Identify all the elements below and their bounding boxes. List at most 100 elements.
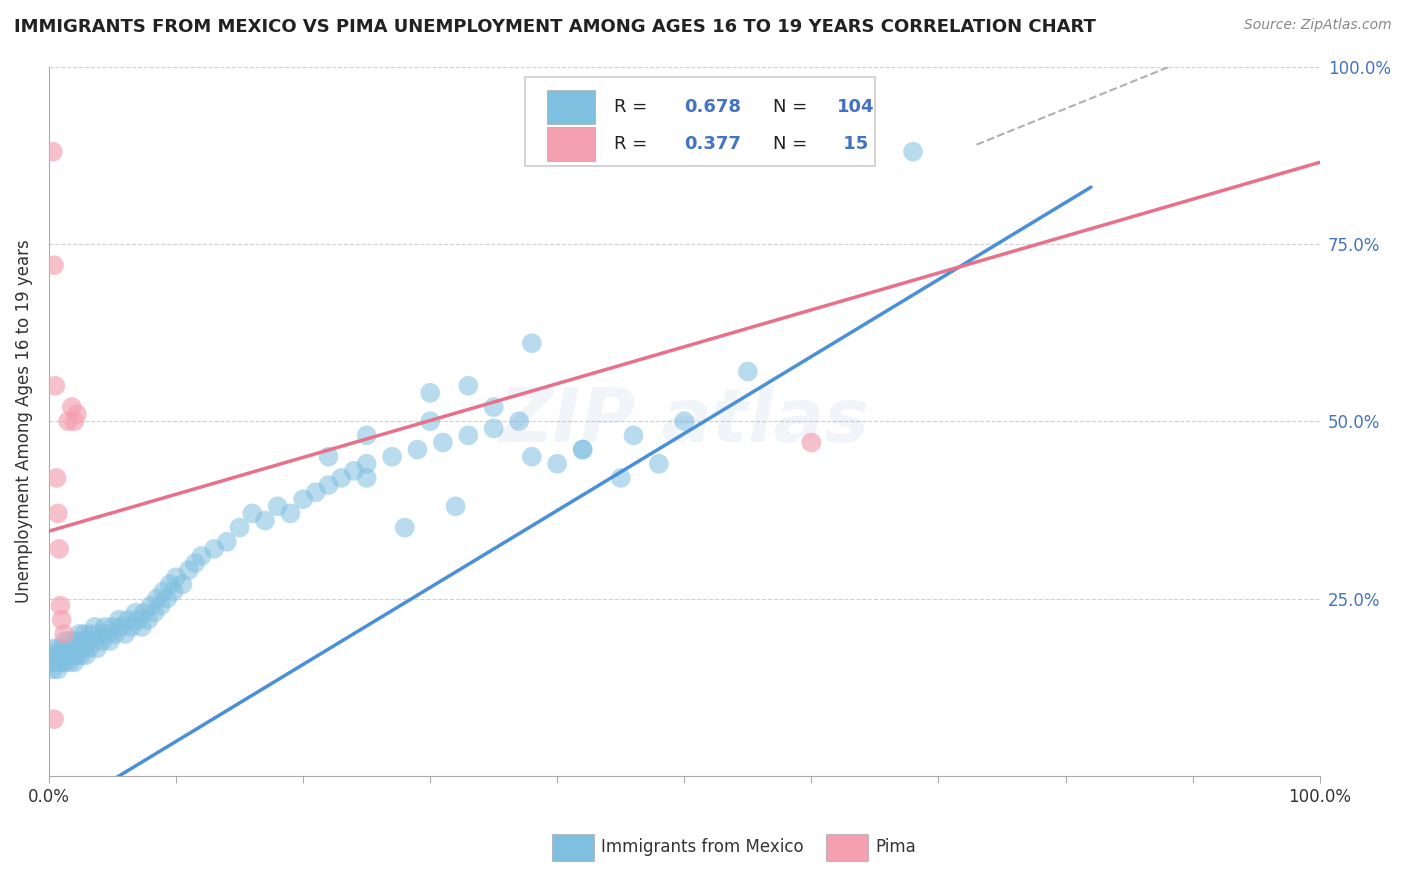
Point: [72, 641, 94, 656]
Point: [162, 584, 184, 599]
Point: [394, 520, 416, 534]
Point: [58, 656, 80, 670]
Point: [48, 541, 70, 556]
Point: [82, 634, 104, 648]
Point: [59, 634, 82, 648]
Point: [55, 634, 77, 648]
Point: [318, 450, 340, 464]
Point: [42, 258, 65, 272]
Point: [69, 627, 91, 641]
Point: [96, 627, 118, 641]
Point: [520, 450, 543, 464]
Point: [177, 563, 200, 577]
Text: 0.678: 0.678: [685, 98, 741, 116]
Point: [44, 378, 66, 392]
Point: [520, 336, 543, 351]
Text: IMMIGRANTS FROM MEXICO VS PIMA UNEMPLOYMENT AMONG AGES 16 TO 19 YEARS CORRELATIO: IMMIGRANTS FROM MEXICO VS PIMA UNEMPLOYM…: [14, 18, 1095, 36]
Point: [42, 648, 65, 663]
Point: [172, 577, 194, 591]
Point: [356, 457, 378, 471]
Point: [75, 648, 97, 663]
Point: [673, 414, 696, 428]
Point: [146, 591, 169, 606]
Point: [46, 507, 69, 521]
Point: [215, 534, 238, 549]
Point: [89, 627, 111, 641]
Point: [432, 435, 454, 450]
Text: Immigrants from Mexico: Immigrants from Mexico: [602, 838, 804, 856]
Text: 0.377: 0.377: [685, 136, 741, 153]
Point: [44, 641, 66, 656]
Point: [343, 464, 366, 478]
Point: [134, 606, 156, 620]
Point: [143, 606, 166, 620]
Text: N =: N =: [773, 98, 813, 116]
Point: [49, 599, 72, 613]
Point: [45, 648, 67, 663]
Point: [63, 656, 86, 670]
Text: 104: 104: [837, 98, 875, 116]
Point: [139, 599, 162, 613]
Point: [546, 457, 568, 471]
FancyBboxPatch shape: [547, 90, 595, 124]
FancyBboxPatch shape: [526, 78, 875, 166]
Point: [63, 414, 86, 428]
Point: [508, 414, 530, 428]
Point: [49, 656, 72, 670]
Point: [149, 599, 172, 613]
FancyBboxPatch shape: [547, 128, 595, 161]
Point: [45, 471, 67, 485]
Point: [108, 613, 131, 627]
Point: [65, 634, 87, 648]
Point: [482, 400, 505, 414]
Point: [53, 656, 76, 670]
Point: [41, 656, 63, 670]
Text: 15: 15: [837, 136, 868, 153]
Point: [482, 421, 505, 435]
Point: [159, 577, 181, 591]
Point: [648, 457, 671, 471]
Point: [156, 591, 179, 606]
Point: [56, 414, 79, 428]
Y-axis label: Unemployment Among Ages 16 to 19 years: Unemployment Among Ages 16 to 19 years: [15, 239, 32, 603]
Point: [127, 613, 149, 627]
Point: [60, 400, 83, 414]
Text: Source: ZipAtlas.com: Source: ZipAtlas.com: [1244, 18, 1392, 32]
Point: [98, 634, 121, 648]
Point: [240, 507, 263, 521]
Point: [76, 634, 98, 648]
Point: [42, 712, 65, 726]
Point: [110, 620, 132, 634]
Point: [66, 407, 89, 421]
Point: [152, 584, 174, 599]
Text: R =: R =: [614, 136, 654, 153]
Point: [610, 471, 633, 485]
Point: [52, 641, 75, 656]
Point: [46, 663, 69, 677]
Text: N =: N =: [773, 136, 813, 153]
Point: [381, 450, 404, 464]
Point: [419, 385, 441, 400]
Point: [419, 414, 441, 428]
Point: [117, 613, 139, 627]
Point: [571, 442, 593, 457]
Point: [114, 627, 136, 641]
Point: [202, 541, 225, 556]
Point: [356, 471, 378, 485]
Point: [66, 648, 89, 663]
Point: [165, 570, 187, 584]
Point: [55, 648, 77, 663]
Point: [101, 620, 124, 634]
Point: [86, 641, 108, 656]
Point: [623, 428, 645, 442]
Point: [70, 634, 93, 648]
Point: [42, 663, 65, 677]
Point: [444, 500, 467, 514]
Point: [305, 485, 328, 500]
Point: [136, 613, 159, 627]
Point: [184, 556, 207, 570]
Point: [571, 442, 593, 457]
Point: [292, 492, 315, 507]
Point: [67, 641, 90, 656]
Point: [73, 627, 96, 641]
